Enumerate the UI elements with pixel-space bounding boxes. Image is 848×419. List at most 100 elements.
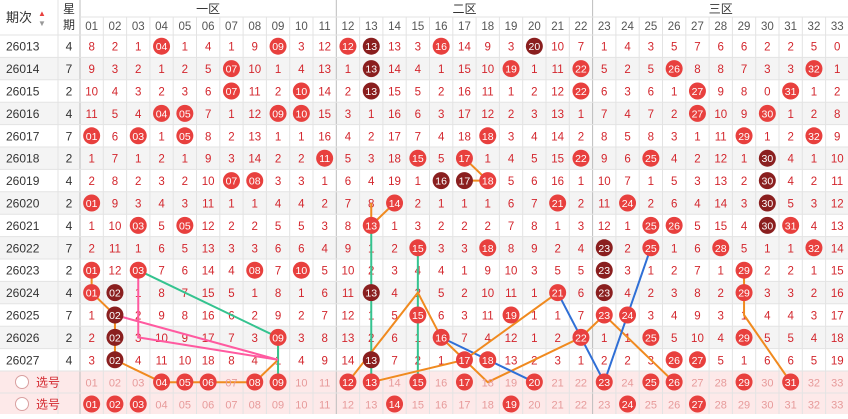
select-number[interactable]: 32 — [808, 378, 820, 390]
select-ball-number[interactable]: 08 — [249, 377, 261, 389]
select-number[interactable]: 01 — [86, 378, 98, 390]
select-radio-icon[interactable] — [15, 375, 29, 389]
miss-count: 1 — [275, 131, 281, 143]
select-ball[interactable] — [153, 373, 171, 391]
select-number[interactable]: 04 — [155, 400, 167, 412]
select-number[interactable]: 14 — [388, 378, 400, 390]
trend-line — [114, 314, 279, 361]
select-number[interactable]: 03 — [132, 378, 144, 390]
select-number[interactable]: 07 — [225, 400, 237, 412]
select-ball[interactable] — [502, 395, 520, 413]
select-number[interactable]: 25 — [645, 400, 657, 412]
select-ball-number[interactable]: 13 — [365, 377, 377, 389]
select-number[interactable]: 18 — [482, 378, 494, 390]
select-number[interactable]: 32 — [808, 400, 820, 412]
select-ball-number[interactable]: 27 — [692, 399, 704, 411]
number-header: 09 — [272, 21, 285, 33]
select-number[interactable]: 30 — [761, 378, 773, 390]
select-ball-number[interactable]: 14 — [389, 399, 401, 411]
select-number[interactable]: 27 — [691, 378, 703, 390]
select-number[interactable]: 16 — [435, 378, 447, 390]
miss-count: 8 — [694, 288, 700, 300]
select-number[interactable]: 11 — [319, 378, 330, 390]
select-ball-number[interactable]: 19 — [505, 399, 517, 411]
select-number[interactable]: 16 — [435, 400, 447, 412]
select-ball-number[interactable]: 24 — [622, 399, 634, 411]
select-radio-icon[interactable] — [15, 397, 29, 411]
select-ball-number[interactable]: 25 — [645, 377, 657, 389]
select-number[interactable]: 26 — [668, 400, 680, 412]
select-ball-number[interactable]: 09 — [272, 377, 284, 389]
select-ball-number[interactable]: 17 — [459, 377, 471, 389]
select-number[interactable]: 15 — [412, 400, 424, 412]
select-number[interactable]: 33 — [831, 400, 843, 412]
select-ball[interactable] — [339, 373, 357, 391]
select-ball-number[interactable]: 20 — [529, 377, 541, 389]
select-ball[interactable] — [642, 373, 660, 391]
select-ball[interactable] — [782, 373, 800, 391]
select-ball-number[interactable]: 04 — [156, 377, 168, 389]
select-number[interactable]: 07 — [225, 378, 237, 390]
miss-count: 13 — [551, 109, 564, 121]
select-number[interactable]: 17 — [458, 400, 470, 412]
select-ball-number[interactable]: 15 — [412, 377, 424, 389]
select-ball[interactable] — [595, 373, 613, 391]
select-number[interactable]: 08 — [249, 400, 261, 412]
select-number[interactable]: 21 — [552, 400, 564, 412]
select-number[interactable]: 02 — [109, 378, 121, 390]
select-ball-number[interactable]: 06 — [202, 377, 214, 389]
select-number[interactable]: 20 — [528, 400, 540, 412]
select-ball[interactable] — [83, 395, 101, 413]
select-number[interactable]: 18 — [482, 400, 494, 412]
select-ball[interactable] — [525, 373, 543, 391]
select-ball-number[interactable]: 02 — [109, 399, 121, 411]
sort-down-icon[interactable]: ▼ — [38, 19, 46, 28]
select-ball[interactable] — [409, 373, 427, 391]
select-ball[interactable] — [176, 373, 194, 391]
miss-count: 1 — [228, 42, 234, 54]
select-number[interactable]: 12 — [342, 400, 354, 412]
select-ball[interactable] — [386, 395, 404, 413]
select-ball-number[interactable]: 29 — [738, 377, 750, 389]
select-number[interactable]: 23 — [598, 400, 610, 412]
select-ball-number[interactable]: 05 — [179, 377, 191, 389]
select-number[interactable]: 05 — [179, 400, 191, 412]
select-number[interactable]: 28 — [715, 378, 727, 390]
select-ball-number[interactable]: 31 — [785, 377, 797, 389]
select-ball[interactable] — [619, 395, 637, 413]
select-number[interactable]: 13 — [365, 400, 377, 412]
select-ball[interactable] — [362, 373, 380, 391]
select-number[interactable]: 10 — [295, 400, 307, 412]
period-header[interactable]: 期次 — [6, 10, 32, 25]
select-number[interactable]: 29 — [738, 400, 750, 412]
select-ball[interactable] — [735, 373, 753, 391]
select-number[interactable]: 28 — [715, 400, 727, 412]
select-ball[interactable] — [455, 373, 473, 391]
select-ball-number[interactable]: 03 — [132, 399, 144, 411]
select-number[interactable]: 22 — [575, 378, 587, 390]
select-ball[interactable] — [106, 395, 124, 413]
select-ball[interactable] — [269, 373, 287, 391]
select-number[interactable]: 24 — [621, 378, 633, 390]
select-ball-number[interactable]: 23 — [598, 377, 610, 389]
select-number[interactable]: 10 — [295, 378, 307, 390]
sort-up-icon[interactable]: ▲ — [38, 9, 46, 18]
select-number[interactable]: 30 — [761, 400, 773, 412]
select-number[interactable]: 31 — [785, 400, 797, 412]
miss-count: 3 — [158, 176, 164, 188]
select-ball[interactable] — [246, 373, 264, 391]
select-ball-number[interactable]: 01 — [86, 399, 98, 411]
select-ball-number[interactable]: 12 — [342, 377, 354, 389]
select-number[interactable]: 22 — [575, 400, 587, 412]
select-number[interactable]: 33 — [831, 378, 843, 390]
select-number[interactable]: 11 — [319, 400, 330, 412]
select-number[interactable]: 19 — [505, 378, 517, 390]
select-number[interactable]: 06 — [202, 400, 214, 412]
select-ball[interactable] — [665, 373, 683, 391]
select-ball[interactable] — [129, 395, 147, 413]
select-ball[interactable] — [688, 395, 706, 413]
select-number[interactable]: 09 — [272, 400, 284, 412]
select-number[interactable]: 21 — [552, 378, 564, 390]
select-ball[interactable] — [199, 373, 217, 391]
select-ball-number[interactable]: 26 — [668, 377, 680, 389]
